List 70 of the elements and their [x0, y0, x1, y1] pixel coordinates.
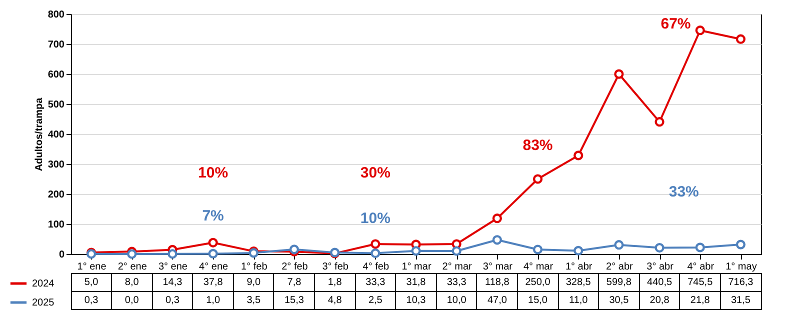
x-tick-label: 4° ene — [199, 262, 229, 272]
x-tick-label: 4° feb — [362, 262, 390, 272]
y-tick-label: 0 — [58, 250, 65, 260]
data-label: 31,8 — [406, 277, 426, 288]
annotation: 30% — [360, 164, 390, 182]
y-tick-label: 200 — [48, 190, 65, 200]
data-label: 328,5 — [566, 277, 592, 288]
data-label: 1,8 — [328, 277, 342, 288]
data-label: 0,3 — [84, 295, 99, 306]
data-label: 11,0 — [568, 295, 588, 306]
data-label: 2,5 — [368, 295, 383, 306]
data-label: 118,8 — [485, 277, 510, 288]
data-label: 8,0 — [124, 277, 140, 288]
y-tick-label: 100 — [48, 220, 65, 230]
x-tick-label: 1° ene — [77, 262, 107, 272]
x-tick-label: 4° abr — [687, 262, 715, 272]
data-label: 599,8 — [606, 277, 632, 288]
data-label: 1,0 — [206, 295, 220, 306]
data-label: 21,8 — [690, 295, 710, 306]
data-label: 14,3 — [162, 277, 183, 288]
annotation: 10% — [360, 210, 390, 227]
annotation: 83% — [522, 136, 553, 154]
data-label: 33,3 — [446, 277, 467, 288]
y-tick-label: 700 — [48, 40, 65, 50]
x-tick-label: 1° mar — [402, 262, 432, 272]
data-label: 4,8 — [328, 295, 342, 306]
x-tick-label: 3° abr — [646, 262, 674, 272]
data-label: 10,0 — [446, 295, 467, 306]
data-label: 20,8 — [650, 295, 670, 306]
x-tick-label: 1° abr — [565, 262, 593, 272]
legend-label: 2024 — [32, 278, 55, 290]
x-tick-label: 3° mar — [482, 262, 514, 272]
data-label: 10,3 — [406, 295, 426, 306]
data-label: 716,3 — [728, 277, 754, 288]
annotation: 67% — [660, 16, 691, 33]
annotation: 33% — [668, 184, 699, 201]
x-tick-label: 2° feb — [282, 262, 308, 272]
legend-label: 2025 — [32, 298, 55, 308]
x-tick-label: 4° mar — [523, 262, 554, 272]
x-tick-label: 2° mar — [442, 262, 473, 272]
data-label: 0,3 — [166, 295, 180, 306]
x-tick-label: 3° feb — [322, 262, 349, 272]
data-label: 47,0 — [487, 295, 508, 306]
y-tick-label: 400 — [48, 130, 65, 140]
x-tick-label: 2° abr — [606, 262, 634, 272]
data-label: 5,0 — [84, 277, 99, 288]
data-label: 9,0 — [246, 277, 262, 288]
x-tick-label: 3° ene — [158, 262, 188, 272]
y-tick-label: 500 — [48, 100, 65, 110]
data-label: 0,0 — [124, 295, 140, 306]
data-label: 250,0 — [525, 277, 551, 288]
data-label: 440,5 — [647, 277, 672, 288]
data-label: 15,3 — [284, 295, 304, 306]
y-axis-title: Adultos/trampa — [34, 97, 45, 172]
y-tick-label: 300 — [48, 160, 65, 170]
y-tick-label: 800 — [48, 10, 65, 20]
data-label: 15,0 — [528, 295, 548, 306]
data-label: 745,5 — [688, 277, 714, 288]
data-label: 37,8 — [203, 277, 224, 288]
x-tick-label: 1° feb — [241, 262, 268, 272]
data-label: 33,3 — [366, 277, 386, 288]
annotation: 10% — [198, 164, 228, 182]
annotation: 7% — [202, 208, 224, 225]
data-label: 3,5 — [246, 295, 262, 306]
data-label: 31,5 — [730, 295, 751, 306]
x-tick-label: 2° ene — [118, 262, 148, 272]
data-label: 7,8 — [287, 277, 302, 288]
y-tick-label: 600 — [48, 70, 65, 80]
data-label: 30,5 — [609, 295, 630, 306]
x-tick-label: 1° may — [726, 262, 757, 272]
